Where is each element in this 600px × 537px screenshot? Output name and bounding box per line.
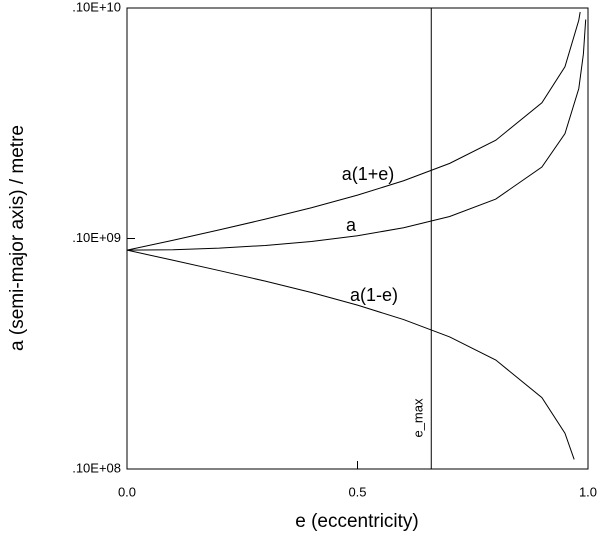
series-label: a(1-e) xyxy=(350,285,398,305)
series-label: a xyxy=(346,215,357,235)
series-label: a(1+e) xyxy=(342,164,395,184)
y-tick-label: .10E+09 xyxy=(72,230,121,245)
y-tick-label: .10E+10 xyxy=(72,0,121,14)
vertical-marker-label: e_max xyxy=(411,398,426,438)
y-axis-label: a (semi-major axis) / metre xyxy=(7,125,28,351)
x-tick-label: 0.0 xyxy=(118,484,136,499)
series-line xyxy=(126,11,581,251)
x-axis-label: e (eccentricity) xyxy=(295,511,419,532)
x-tick-label: 0.5 xyxy=(348,484,366,499)
x-tick-label: 1.0 xyxy=(579,484,597,499)
plot-frame xyxy=(126,7,589,470)
series-line xyxy=(126,19,587,251)
series-line xyxy=(126,249,575,460)
y-tick-label: .10E+08 xyxy=(72,460,121,475)
